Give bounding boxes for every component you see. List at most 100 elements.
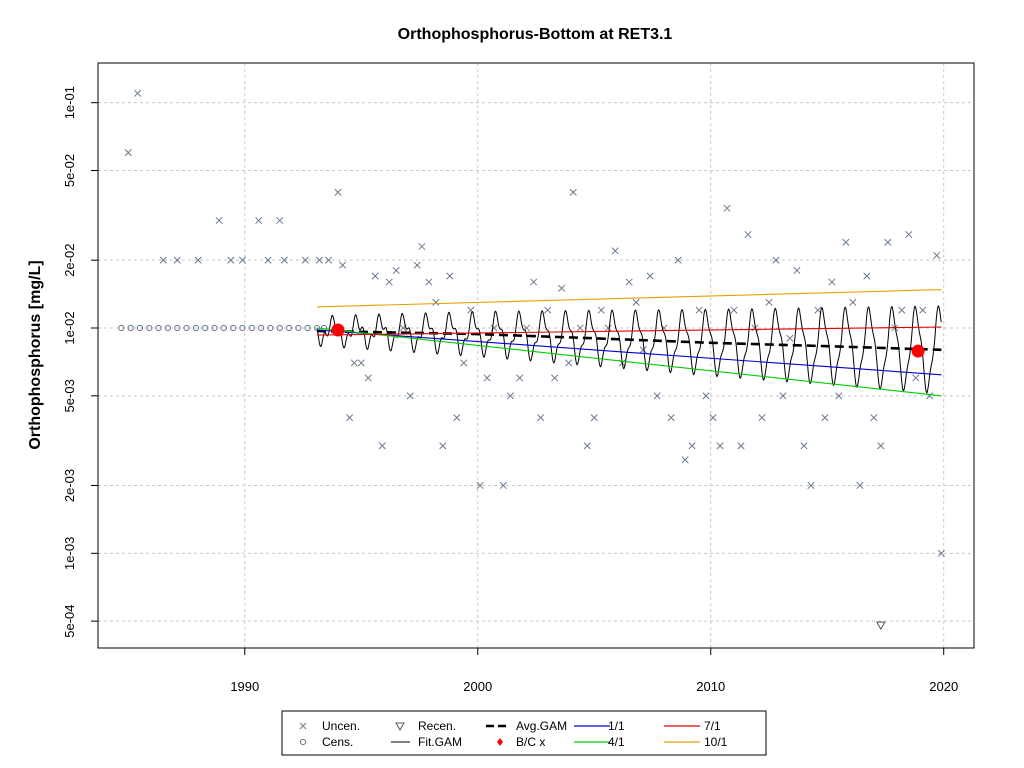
y-tick-label: 5e-03	[62, 379, 77, 412]
x-stroke	[350, 359, 358, 367]
x-stroke	[346, 414, 354, 422]
uncensored-point	[280, 256, 288, 264]
x-stroke	[730, 306, 738, 314]
legend-symbol-uncen	[299, 722, 307, 730]
uncensored-point	[884, 238, 892, 246]
uncensored-point	[227, 256, 235, 264]
uncensored-point	[530, 278, 538, 286]
censored-point	[202, 324, 209, 332]
censored-point	[248, 324, 255, 332]
x-stroke	[695, 306, 703, 314]
legend-label: 4/1	[608, 735, 625, 749]
uncensored-point	[590, 414, 598, 422]
x-stroke	[264, 256, 272, 264]
x-stroke	[688, 442, 696, 450]
uncensored-point	[779, 392, 787, 400]
uncensored-point	[357, 359, 365, 367]
uncensored-point	[499, 481, 507, 490]
x-stroke	[912, 374, 920, 382]
x-stroke	[565, 359, 573, 367]
uncensored-point	[898, 306, 906, 314]
x-stroke	[530, 278, 538, 286]
y-tick-label: 5e-04	[62, 605, 77, 638]
x-stroke	[506, 392, 514, 400]
x-stroke	[821, 414, 829, 422]
uncensored-point	[912, 374, 920, 382]
censored-point	[220, 324, 227, 332]
x-stroke	[737, 442, 745, 450]
legend-symbol-recen	[395, 722, 405, 732]
x-stroke	[646, 272, 654, 280]
x-stroke	[467, 306, 475, 314]
censored-point	[118, 324, 125, 332]
legend-label: B/C x	[516, 735, 545, 749]
censored-point	[183, 324, 190, 332]
legend-item: Uncen.	[299, 719, 360, 733]
x-stroke	[877, 442, 885, 450]
uncensored-point	[264, 256, 272, 264]
x-stroke	[446, 272, 454, 280]
x-stroke	[639, 346, 647, 354]
x-stroke	[576, 324, 584, 332]
x-stroke	[583, 442, 591, 450]
uncensored-point	[406, 392, 414, 400]
chart-title: Orthophosphorus-Bottom at RET3.1	[398, 26, 673, 43]
uncensored-point	[937, 549, 945, 557]
censored-point	[239, 324, 246, 332]
axes: 1990 2000 2010 2020 5e-04 1e-03 2e-03 5e-03 1e-0…	[62, 86, 958, 694]
x-stroke	[315, 256, 323, 264]
x-tick-label: 1990	[230, 679, 259, 694]
uncensored-point	[460, 359, 468, 367]
legend-box	[281, 710, 767, 756]
uncensored-point	[835, 392, 843, 400]
uncensored-point	[604, 324, 612, 332]
x-stroke	[499, 481, 507, 490]
uncensored-point	[576, 324, 584, 332]
x-stroke	[134, 89, 142, 97]
y-tick-label: 5e-02	[62, 154, 77, 187]
uncensored-point	[674, 256, 682, 264]
legend: Uncen. Cens. Recen. Fit.GAM Avg.GAM B/C x 1/1 4…	[281, 710, 767, 756]
y-tick-label: 1e-01	[62, 86, 77, 119]
x-stroke	[835, 392, 843, 400]
uncensored-point	[632, 298, 640, 306]
x-stroke	[569, 188, 577, 196]
x-stroke	[227, 256, 235, 264]
x-stroke	[255, 216, 263, 225]
legend-symbol-cens	[299, 738, 307, 746]
uncensored-point	[905, 230, 913, 239]
uncensored-point	[807, 481, 815, 490]
uncensored-point	[425, 278, 433, 286]
x-stroke	[483, 374, 491, 382]
uncensored-point	[800, 442, 808, 450]
x-stroke	[919, 306, 927, 314]
x-stroke	[937, 549, 945, 557]
censored-point	[164, 324, 171, 332]
x-stroke	[884, 238, 892, 246]
grid-lines	[98, 63, 974, 648]
censored-point	[192, 324, 199, 332]
censored-point	[127, 324, 134, 332]
x-stroke	[339, 261, 347, 269]
uncensored-point	[751, 324, 759, 332]
uncensored-point	[483, 374, 491, 382]
uncensored-point	[681, 456, 689, 464]
uncensored-point	[537, 414, 545, 422]
uncensored-point	[828, 278, 836, 286]
censored-point	[295, 324, 302, 332]
y-axis-label: Orthophosphorus [mg/L]	[27, 260, 44, 449]
uncensored-point	[325, 256, 333, 264]
x-stroke	[476, 481, 484, 490]
uncensored-point	[625, 278, 633, 286]
plot-frame	[97, 62, 975, 649]
uncensored-point	[723, 204, 731, 212]
uncensored-point	[765, 298, 773, 306]
legend-label: Fit.GAM	[418, 735, 462, 749]
censored-point	[211, 324, 218, 332]
censored-point	[146, 324, 153, 332]
uncensored-point	[870, 414, 878, 422]
uncensored-point	[506, 392, 514, 400]
x-stroke	[194, 256, 202, 264]
uncensored-point	[569, 188, 577, 196]
